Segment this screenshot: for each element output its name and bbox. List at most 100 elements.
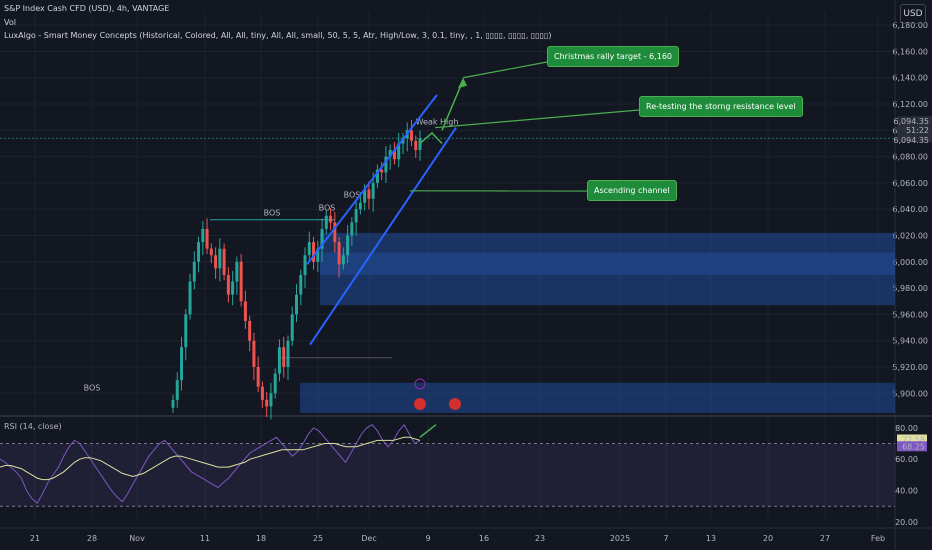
candle-body <box>239 261 243 302</box>
price-tick-label: 6,000.00 <box>892 258 928 267</box>
zigzag-arrow <box>419 131 443 145</box>
candle-body <box>277 347 281 374</box>
candle-body <box>346 235 350 256</box>
rsi-line <box>0 423 421 504</box>
rsi-tick-label: 40.00 <box>895 487 918 496</box>
price-tick-label: 5,900.00 <box>892 389 928 398</box>
candle-body <box>392 150 396 160</box>
candle-body <box>324 215 328 229</box>
channel-annotation[interactable]: Ascending channel <box>587 180 677 201</box>
candle-body <box>320 228 324 249</box>
rsi-title: RSI (14, close) <box>4 422 62 431</box>
candle-body <box>243 301 247 321</box>
time-tick-label: 21 <box>30 534 40 543</box>
candle-body <box>282 347 286 367</box>
time-tick-label: 11 <box>200 534 210 543</box>
candle-body <box>418 138 422 151</box>
demand-zone <box>300 382 895 413</box>
candle-body <box>192 261 196 282</box>
candle-body <box>312 242 316 262</box>
candle-body <box>316 248 320 262</box>
candle-body <box>388 150 392 157</box>
candle-body <box>375 169 379 183</box>
rsi-value-tag <box>897 434 927 445</box>
price-tick-label: 6,020.00 <box>892 232 928 241</box>
countdown-label: 51:22 <box>906 126 929 135</box>
target-connector <box>462 61 548 79</box>
arrow-head <box>458 77 467 89</box>
time-tick-label: 18 <box>256 534 266 543</box>
volume-label: Vol <box>4 18 16 27</box>
candle-body <box>337 242 341 265</box>
candle-body <box>188 281 192 315</box>
price-tick-label: 5,960.00 <box>892 310 928 319</box>
bos-label: BOS <box>84 384 101 393</box>
rsi-arrow <box>419 424 437 438</box>
time-tick-label: 16 <box>479 534 489 543</box>
candle-body <box>252 340 256 367</box>
candle-body <box>384 156 388 173</box>
rsi-ma-line <box>0 436 421 481</box>
candle-body <box>303 255 307 275</box>
price-tick-label: 6,180.00 <box>892 21 928 30</box>
candle-body <box>226 274 230 295</box>
candle-body <box>214 255 218 269</box>
time-tick-label: 27 <box>820 534 830 543</box>
indicator-label: LuxAlgo - Smart Money Concepts (Historic… <box>4 31 552 40</box>
candle-body <box>329 215 333 223</box>
time-tick-label: 2025 <box>610 534 630 543</box>
bos-label: BOS <box>344 190 361 199</box>
candle-body <box>409 130 413 141</box>
rsi-value-label: 72.58 <box>902 435 925 444</box>
target-annotation[interactable]: Christmas rally target - 6,160 <box>547 46 679 67</box>
candle-body <box>371 182 375 199</box>
price-tick-label: 6,120.00 <box>892 100 928 109</box>
resistance-annotation[interactable]: Re-testing the storng resistance level <box>639 96 803 117</box>
candle-body <box>350 222 354 236</box>
candle-body <box>260 386 264 400</box>
time-tick-label: 20 <box>763 534 773 543</box>
price-tick-label: 5,940.00 <box>892 337 928 346</box>
rsi-tick-label: 20.00 <box>895 518 918 527</box>
candle-body <box>290 314 294 341</box>
candle-body <box>235 261 239 282</box>
candle-body <box>299 274 303 295</box>
time-tick-label: 7 <box>663 534 668 543</box>
candle-body <box>295 294 298 315</box>
price-tick-label: 6,060.00 <box>892 179 928 188</box>
currency-button[interactable]: USD <box>900 4 926 24</box>
candle-body <box>269 393 273 407</box>
us-event-icon <box>449 398 461 410</box>
time-tick-label: 25 <box>313 534 323 543</box>
candle-body <box>180 347 184 381</box>
candle-body <box>184 314 188 348</box>
weak-high-label: Weak High <box>416 118 459 127</box>
candle-body <box>363 189 367 203</box>
price-tick-label: 5,920.00 <box>892 363 928 372</box>
supply-zone-inner <box>320 252 895 275</box>
price-tick-label: 6,080.00 <box>892 153 928 162</box>
time-tick-label: 9 <box>425 534 430 543</box>
chart-title: S&P Index Cash CFD (USD), 4h, VANTAGE <box>4 4 170 13</box>
candle-body <box>218 248 222 269</box>
time-tick-label: 23 <box>535 534 545 543</box>
candle-body <box>222 248 226 275</box>
rsi-ma-tag <box>897 441 927 452</box>
candle-body <box>175 380 179 400</box>
candle-body <box>273 373 277 394</box>
rally-arrow <box>441 80 464 131</box>
time-tick-label: Feb <box>871 534 885 543</box>
candle-body <box>248 320 252 341</box>
candle-body <box>256 366 260 387</box>
event-icon <box>414 378 426 390</box>
candle-body <box>333 222 337 243</box>
candle-body <box>201 228 205 243</box>
rsi-ma-label: 68.25 <box>902 442 925 451</box>
candle-body <box>414 140 418 151</box>
time-tick-label: 28 <box>87 534 97 543</box>
candle-body <box>209 248 213 256</box>
time-tick-label: Nov <box>129 534 145 543</box>
rsi-band <box>0 443 895 507</box>
channel-lower <box>309 127 457 346</box>
